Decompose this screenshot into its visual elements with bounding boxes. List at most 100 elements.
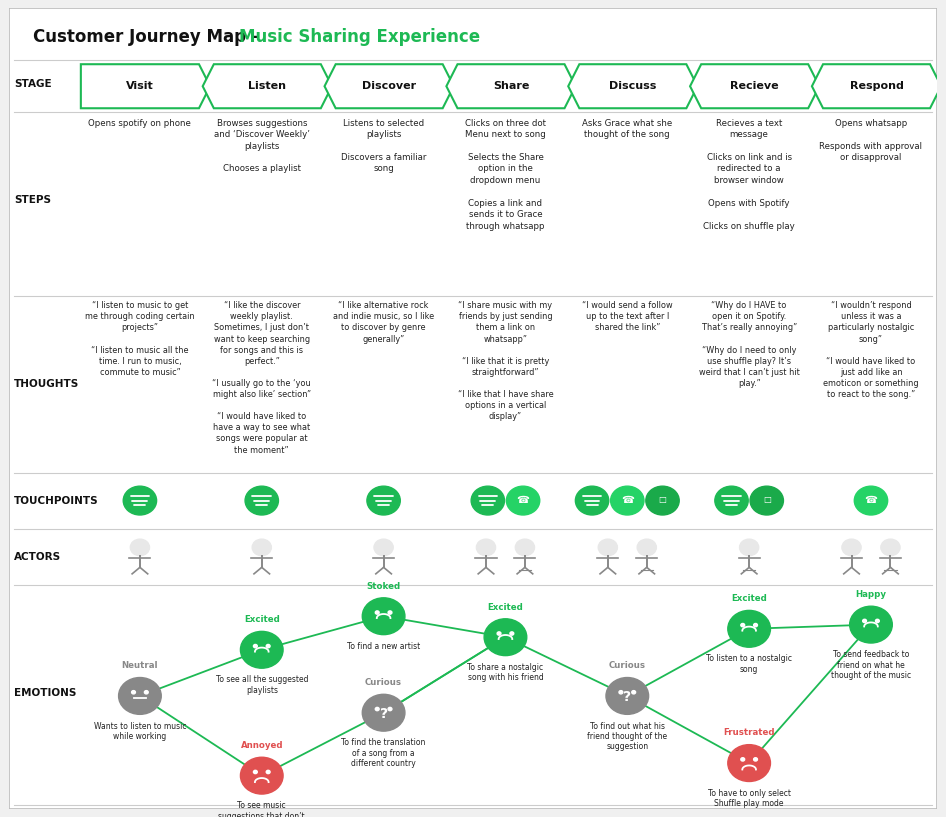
Circle shape — [637, 539, 657, 556]
Text: To send feedback to
friend on what he
thought of the music: To send feedback to friend on what he th… — [831, 650, 911, 680]
Text: To see music
suggestions that don’t
fit his tastes at all: To see music suggestions that don’t fit … — [219, 801, 305, 817]
Circle shape — [362, 694, 405, 731]
Text: Browses suggestions
and ‘Discover Weekly’
playlists

Chooses a playlist: Browses suggestions and ‘Discover Weekly… — [214, 118, 309, 173]
Text: Recieve: Recieve — [730, 81, 779, 92]
Text: Curious: Curious — [609, 661, 646, 670]
Text: Customer Journey Map -: Customer Journey Map - — [32, 29, 264, 47]
Circle shape — [471, 486, 504, 515]
Text: “I share music with my
friends by just sending
them a link on
whatsapp”

“I like: “I share music with my friends by just s… — [458, 301, 553, 422]
Circle shape — [476, 539, 496, 556]
Circle shape — [131, 539, 149, 556]
Circle shape — [510, 632, 514, 635]
Text: ☎: ☎ — [517, 495, 530, 505]
Text: STEPS: STEPS — [14, 195, 51, 205]
Circle shape — [254, 770, 257, 774]
Text: Listens to selected
playlists

Discovers a familiar
song: Listens to selected playlists Discovers … — [341, 118, 427, 173]
Text: “Why do I HAVE to
open it on Spotify.
That’s really annoying”

“Why do I need to: “Why do I HAVE to open it on Spotify. Th… — [699, 301, 799, 388]
Text: Opens whatsapp

Responds with approval
or disapproval: Opens whatsapp Responds with approval or… — [819, 118, 922, 162]
Circle shape — [754, 757, 758, 761]
Text: ?: ? — [623, 690, 631, 704]
Text: To find the translation
of a song from a
different country: To find the translation of a song from a… — [342, 739, 426, 768]
Circle shape — [506, 486, 540, 515]
Text: Music Sharing Experience: Music Sharing Experience — [239, 29, 481, 47]
Text: Frustrated: Frustrated — [724, 729, 775, 738]
Text: Happy: Happy — [855, 590, 886, 599]
Text: ☎: ☎ — [865, 495, 878, 505]
Text: STAGE: STAGE — [14, 79, 52, 89]
Polygon shape — [447, 65, 575, 108]
Circle shape — [498, 632, 501, 635]
Circle shape — [240, 757, 283, 794]
Circle shape — [610, 486, 644, 515]
Text: ?: ? — [379, 708, 388, 721]
Circle shape — [740, 539, 759, 556]
Text: Wants to listen to music
while working: Wants to listen to music while working — [94, 721, 186, 741]
Circle shape — [850, 606, 892, 643]
Circle shape — [598, 539, 618, 556]
Circle shape — [131, 690, 135, 694]
Text: Stoked: Stoked — [366, 582, 401, 591]
Text: Recieves a text
message

Clicks on link and is
redirected to a
browser window

O: Recieves a text message Clicks on link a… — [703, 118, 795, 230]
Circle shape — [632, 690, 636, 694]
Text: EMOTIONS: EMOTIONS — [14, 688, 77, 698]
Text: To find out what his
friend thought of the
suggestion: To find out what his friend thought of t… — [587, 721, 667, 752]
Circle shape — [854, 486, 887, 515]
Circle shape — [754, 623, 758, 627]
Polygon shape — [324, 65, 454, 108]
Circle shape — [376, 708, 379, 711]
Text: □: □ — [762, 495, 771, 504]
Text: To find a new artist: To find a new artist — [347, 642, 420, 651]
Text: To see all the suggested
playlists: To see all the suggested playlists — [216, 676, 308, 694]
Circle shape — [118, 677, 161, 714]
Circle shape — [881, 539, 901, 556]
Circle shape — [484, 618, 527, 655]
Circle shape — [863, 619, 867, 623]
Circle shape — [606, 677, 649, 714]
Circle shape — [266, 645, 270, 648]
Circle shape — [388, 708, 392, 711]
Circle shape — [750, 486, 783, 515]
Circle shape — [646, 486, 679, 515]
Text: THOUGHTS: THOUGHTS — [14, 379, 79, 390]
Text: Excited: Excited — [731, 594, 767, 603]
Text: Clicks on three dot
Menu next to song

Selects the Share
option in the
dropdown : Clicks on three dot Menu next to song Se… — [464, 118, 546, 230]
FancyBboxPatch shape — [9, 8, 937, 809]
Text: “I wouldn’t respond
unless it was a
particularly nostalgic
song”

“I would have : “I wouldn’t respond unless it was a part… — [823, 301, 919, 399]
Circle shape — [388, 611, 392, 614]
Circle shape — [842, 539, 861, 556]
Text: Opens spotify on phone: Opens spotify on phone — [89, 118, 191, 127]
Circle shape — [376, 611, 379, 614]
Circle shape — [362, 598, 405, 635]
Text: “I like alternative rock
and indie music, so I like
to discover by genre
general: “I like alternative rock and indie music… — [333, 301, 434, 343]
Text: Asks Grace what she
thought of the song: Asks Grace what she thought of the song — [582, 118, 673, 139]
Circle shape — [266, 770, 270, 774]
Text: Discuss: Discuss — [609, 81, 657, 92]
Text: Visit: Visit — [126, 81, 154, 92]
Circle shape — [715, 486, 748, 515]
Polygon shape — [202, 65, 332, 108]
Text: Discover: Discover — [362, 81, 416, 92]
Circle shape — [374, 539, 394, 556]
Circle shape — [727, 744, 770, 782]
Text: To listen to a nostalgic
song: To listen to a nostalgic song — [706, 654, 792, 674]
Text: Neutral: Neutral — [122, 661, 158, 670]
Polygon shape — [80, 65, 210, 108]
Text: “I listen to music to get
me through coding certain
projects”

“I listen to musi: “I listen to music to get me through cod… — [85, 301, 195, 377]
Polygon shape — [569, 65, 697, 108]
Circle shape — [875, 619, 879, 623]
Text: Excited: Excited — [244, 615, 280, 624]
Polygon shape — [690, 65, 819, 108]
Text: Share: Share — [493, 81, 529, 92]
Circle shape — [727, 610, 770, 647]
Text: Listen: Listen — [248, 81, 287, 92]
Text: To have to only select
Shuffle play mode: To have to only select Shuffle play mode — [708, 788, 791, 808]
Text: ACTORS: ACTORS — [14, 551, 61, 561]
Polygon shape — [812, 65, 941, 108]
Text: Annoyed: Annoyed — [240, 741, 283, 750]
Circle shape — [145, 690, 149, 694]
Text: ☎: ☎ — [621, 495, 634, 505]
Text: □: □ — [658, 495, 667, 504]
Circle shape — [240, 632, 283, 668]
Circle shape — [367, 486, 400, 515]
Text: Respond: Respond — [850, 81, 903, 92]
